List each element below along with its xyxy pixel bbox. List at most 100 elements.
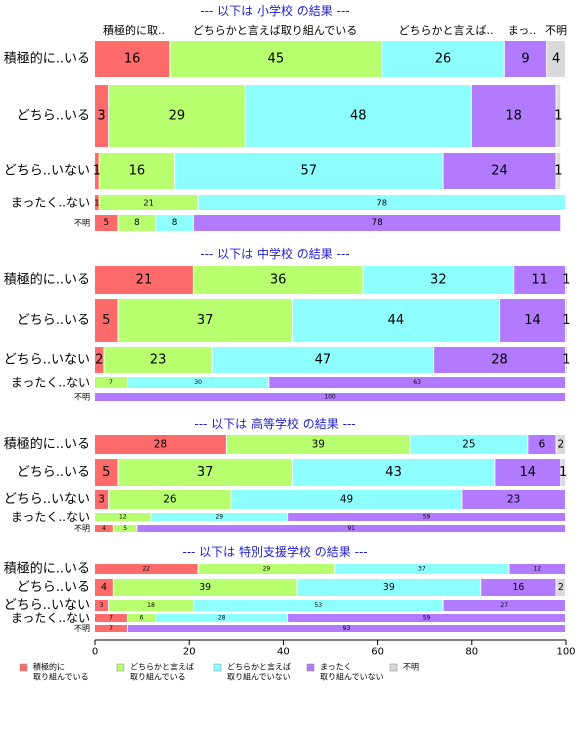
data-label-p3-r4-s0: 7 (109, 625, 113, 632)
data-label-p3-r1-s2: 39 (383, 582, 395, 593)
data-label-p1-r0-s2: 32 (430, 273, 447, 288)
x-tick-label-0: 0 (92, 647, 98, 658)
data-label-p1-r2-s4: 1 (562, 353, 570, 368)
bar-segment-p1-r2-s4 (566, 347, 567, 373)
data-label-p0-r2-s0: 1 (93, 164, 101, 179)
bar-segment-p3-r2-s3 (443, 600, 565, 611)
data-label-p0-r0-s0: 16 (124, 52, 141, 67)
row-label-p0-r4: 不明 (74, 219, 90, 228)
data-label-p3-r1-s4: 2 (558, 582, 564, 593)
data-label-p1-r3-s2: 30 (194, 379, 202, 386)
bar-segment-p1-r1-s1 (118, 299, 292, 342)
data-label-p3-r2-s0: 3 (100, 602, 104, 609)
data-label-p3-r0-s0: 22 (142, 566, 150, 573)
bar-segment-p1-r4-s3 (95, 393, 565, 401)
bar-segment-p3-r3-s3 (288, 614, 565, 622)
bar-segment-p3-r0-s0 (95, 564, 198, 574)
data-label-p3-r0-s1: 29 (263, 566, 271, 573)
bar-segment-p3-r4-s0 (95, 625, 127, 632)
row-label-p0-r3: まったく..ない (11, 196, 90, 210)
panel-title-2: --- 以下は 高等学校 の結果 --- (194, 416, 355, 431)
bar-segment-p2-r4-s0 (95, 525, 113, 532)
data-label-p2-r4-s1: 5 (123, 525, 127, 532)
data-label-p1-r4-s3: 100 (324, 394, 336, 401)
bar-segment-p2-r1-s0 (95, 459, 118, 486)
data-label-p0-r4-s0: 5 (103, 218, 109, 228)
legend-label-2-line2: 取り組んでいない (227, 672, 291, 682)
header-label-3: まっ.. (508, 24, 537, 37)
legend-swatch-1 (116, 663, 125, 672)
header-label-4: 不明 (545, 24, 567, 37)
row-label-p3-r1: どちら..いる (17, 580, 90, 595)
row-label-p1-r4: 不明 (74, 393, 90, 402)
bar-segment-p3-r3-s1 (127, 614, 156, 622)
bar-segment-p2-r0-s4 (556, 435, 565, 454)
bar-segment-p2-r0-s3 (528, 435, 556, 454)
data-label-p1-r3-s1: 7 (109, 379, 113, 386)
panel-title-0: --- 以下は 小学校 の結果 --- (200, 3, 349, 18)
data-label-p0-r1-s3: 18 (505, 109, 522, 124)
bar-segment-p0-r1-s0 (95, 85, 109, 147)
bar-segment-p1-r2-s0 (95, 347, 104, 373)
data-label-p2-r0-s2: 25 (462, 439, 475, 451)
data-label-p0-r1-s0: 3 (97, 109, 105, 124)
row-label-p3-r3: まったく..ない (11, 611, 90, 625)
data-label-p0-r3-s0: 1 (94, 198, 99, 208)
data-label-p1-r2-s2: 47 (315, 353, 332, 368)
row-label-p3-r2: どちら..いない (4, 598, 90, 613)
data-label-p2-r4-s3: 91 (347, 525, 355, 532)
row-label-p0-r2: どちら..いない (4, 164, 90, 179)
bar-segment-p0-r2-s4 (556, 153, 561, 189)
data-label-p2-r0-s3: 6 (539, 439, 546, 451)
bar-segment-p1-r0-s1 (193, 266, 363, 294)
data-label-p2-r1-s0: 5 (102, 465, 110, 480)
data-label-p3-r2-s1: 18 (147, 602, 155, 609)
x-tick-label-2: 40 (277, 647, 290, 658)
data-label-p2-r4-s0: 4 (102, 525, 106, 532)
legend-label-1-line2: 取り組んでいる (130, 672, 186, 682)
row-label-p1-r3: まったく..ない (11, 376, 90, 390)
bar-segment-p1-r0-s0 (95, 266, 193, 294)
data-label-p3-r4-s3: 93 (343, 625, 351, 632)
bar-segment-p2-r2-s3 (462, 490, 565, 509)
data-label-p2-r3-s1: 12 (119, 514, 127, 521)
data-label-p1-r0-s3: 11 (531, 273, 548, 288)
data-label-p1-r2-s0: 2 (95, 353, 103, 368)
data-label-p3-r3-s1: 6 (140, 615, 144, 622)
legend-swatch-2 (213, 663, 222, 672)
bar-segment-p0-r2-s0 (95, 153, 99, 189)
data-label-p0-r2-s4: 1 (554, 164, 562, 179)
bar-segment-p3-r1-s2 (297, 579, 481, 596)
legend-label-4-line1: 不明 (403, 663, 419, 672)
data-label-p1-r2-s3: 28 (491, 353, 508, 368)
header-label-1: どちらかと言えば取り組んでいる (193, 24, 357, 37)
bar-segment-p0-r0-s2 (382, 41, 504, 77)
bar-segment-p2-r4-s3 (137, 525, 565, 532)
bar-segment-p0-r0-s0 (95, 41, 170, 77)
bar-segment-p1-r1-s4 (566, 299, 567, 342)
row-label-p3-r4: 不明 (74, 624, 90, 633)
bar-segment-p2-r4-s1 (113, 525, 137, 532)
data-label-p1-r2-s1: 23 (150, 353, 167, 368)
bar-segment-p1-r2-s2 (212, 347, 434, 373)
legend-swatch-4 (389, 663, 398, 672)
data-label-p1-r1-s4: 1 (562, 313, 570, 328)
row-label-p3-r0: 積極的に..いる (4, 561, 90, 577)
bar-segment-p2-r1-s2 (292, 459, 495, 486)
legend-swatch-0 (19, 663, 28, 672)
data-label-p3-r2-s2: 53 (314, 602, 322, 609)
bar-segment-p0-r1-s1 (109, 85, 245, 147)
bar-segment-p3-r4-s3 (127, 625, 565, 632)
bar-segment-p2-r2-s0 (95, 490, 109, 509)
bar-segment-p3-r1-s1 (113, 579, 297, 596)
header-label-0: 積極的に取.. (103, 23, 165, 37)
data-label-p2-r3-s2: 29 (215, 514, 223, 521)
bar-segment-p3-r1-s3 (481, 579, 556, 596)
row-label-p0-r1: どちら..いる (17, 109, 90, 124)
bar-segment-p0-r1-s3 (471, 85, 556, 147)
data-label-p0-r0-s2: 26 (435, 52, 452, 67)
bar-segment-p3-r1-s0 (95, 579, 113, 596)
bar-segment-p3-r0-s1 (198, 564, 335, 574)
data-label-p3-r0-s2: 37 (418, 566, 426, 573)
bar-segment-p3-r3-s0 (95, 614, 127, 622)
